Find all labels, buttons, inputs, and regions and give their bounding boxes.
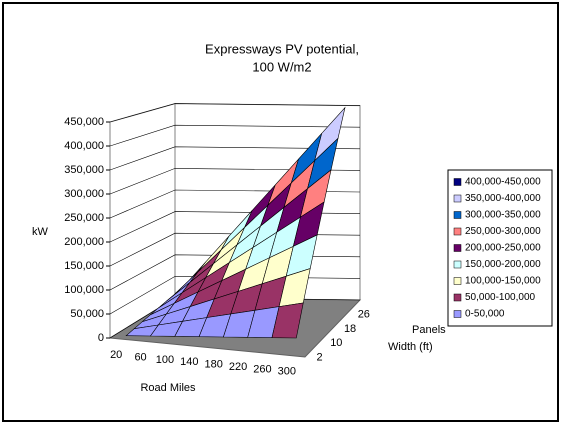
grid-line (109, 103, 361, 123)
legend-box (447, 169, 553, 327)
x-tick-label: 20 (110, 349, 122, 361)
legend-swatch (453, 178, 462, 186)
legend-swatch (453, 211, 462, 219)
legend-label: 50,000-100,000 (465, 292, 536, 303)
legend-label: 350,000-400,000 (465, 193, 541, 204)
y-tick-label: 100,000 (64, 284, 104, 296)
x-tick-label: 180 (205, 359, 223, 371)
depth-tick-label: 18 (344, 323, 356, 335)
y-tick-label: 400,000 (64, 140, 104, 152)
surface-cell (271, 302, 304, 339)
x-tick-label: 140 (180, 356, 198, 368)
x-tick-label: 300 (278, 366, 296, 378)
legend-swatch (453, 277, 462, 285)
x-tick-label: 260 (253, 363, 271, 375)
legend-label: 200,000-250,000 (465, 243, 541, 254)
y-axis-label: kW (32, 226, 49, 238)
x-axis-label: Road Miles (140, 382, 196, 394)
chart-title: Expressways PV potential, (205, 41, 359, 56)
legend-label: 0-50,000 (465, 309, 505, 320)
x-tick-label: 60 (134, 351, 146, 363)
legend-label: 300,000-350,000 (465, 210, 541, 221)
grid-line (109, 124, 361, 147)
depth-tick-label: 26 (358, 309, 370, 321)
y-tick-label: 200,000 (64, 236, 104, 248)
depth-axis-label: Width (ft) (388, 341, 433, 353)
x-tick-label: 220 (229, 361, 247, 373)
y-tick-label: 350,000 (64, 164, 104, 176)
depth-axis-label: Panels (412, 324, 446, 336)
legend-swatch (453, 194, 462, 203)
depth-tick-label: 2 (316, 351, 322, 363)
y-tick-label: 300,000 (64, 188, 104, 200)
y-tick-label: 0 (98, 332, 104, 344)
y-tick-label: 50,000 (70, 308, 104, 320)
legend-swatch (453, 244, 462, 252)
legend-label: 150,000-200,000 (465, 259, 541, 270)
chart-subtitle: 100 W/m2 (252, 59, 311, 74)
x-tick-label: 100 (156, 354, 174, 366)
depth-tick-label: 10 (330, 337, 342, 349)
grid-line (109, 146, 361, 171)
y-tick-label: 150,000 (64, 260, 104, 272)
legend-swatch (453, 227, 462, 236)
y-tick-label: 450,000 (64, 116, 104, 128)
legend-label: 400,000-450,000 (465, 177, 541, 188)
legend-swatch (453, 293, 462, 302)
legend-label: 250,000-300,000 (465, 226, 541, 237)
legend-swatch (453, 260, 462, 269)
y-tick-label: 250,000 (64, 212, 104, 224)
legend-swatch (453, 310, 462, 318)
legend-label: 100,000-150,000 (465, 276, 541, 287)
